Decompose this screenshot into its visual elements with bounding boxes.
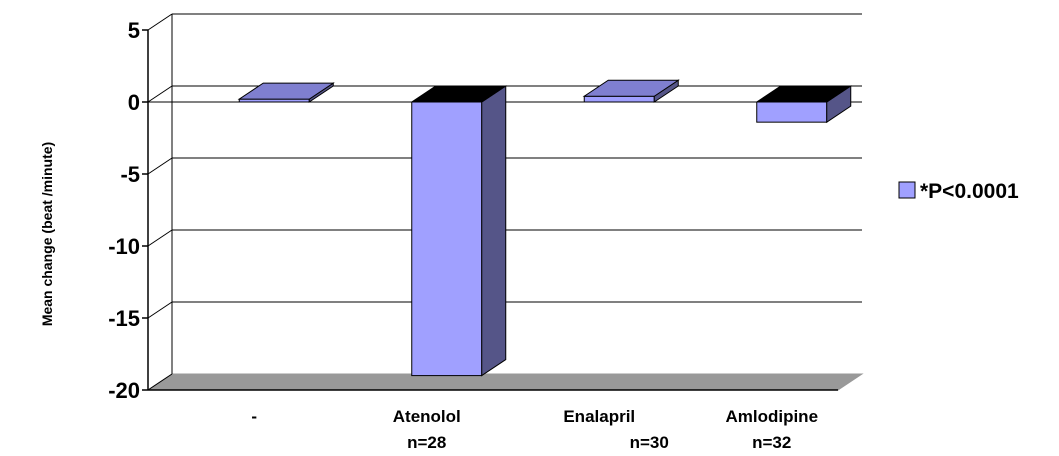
grid-diagonal-5 (147, 373, 173, 391)
legend-label: *P<0.0001 (920, 180, 1019, 203)
category-labels: - Atenolol n=28 Enalapril n=30 Amlodipine n=32 (251, 407, 818, 452)
legend: *P<0.0001 (898, 180, 1019, 203)
category-label-2: Enalapril (563, 407, 635, 426)
category-label-1: Atenolol (393, 407, 461, 426)
bar-side-1 (481, 85, 507, 377)
grid-diagonal-2 (147, 157, 173, 175)
grid-diagonal-1 (147, 85, 173, 103)
category-n-label-3: n=32 (752, 433, 791, 452)
category-label-3: Amlodipine (725, 407, 818, 426)
y-tick-label-3: -10 (108, 234, 140, 259)
bar-top-3 (755, 85, 853, 103)
bar-top-1 (410, 85, 508, 103)
bar-1 (411, 101, 483, 377)
y-tick-labels: 5 0 -5 -10 -15 -20 (108, 18, 140, 403)
floor (146, 373, 864, 391)
bar-2 (583, 95, 655, 103)
bar-top-0 (237, 82, 335, 100)
bars (237, 79, 853, 377)
y-axis-label: Mean change (beat /minute) (39, 142, 55, 326)
grid-diagonal-0 (147, 13, 173, 31)
bar-3 (756, 101, 828, 123)
category-n-label-2: n=30 (630, 433, 669, 452)
y-tick-label-1: 0 (128, 90, 140, 115)
y-tick-label-0: 5 (128, 18, 140, 43)
bar-top-2 (582, 79, 680, 97)
category-label-0: - (251, 407, 257, 426)
legend-swatch (898, 181, 916, 199)
grid-diagonal-3 (147, 229, 173, 247)
y-tick-label-4: -15 (108, 306, 140, 331)
axes (142, 29, 838, 391)
category-n-label-1: n=28 (407, 433, 446, 452)
grid-diagonal-4 (147, 301, 173, 319)
gridlines (146, 13, 864, 391)
y-tick-label-2: -5 (120, 162, 140, 187)
y-tick-label-5: -20 (108, 378, 140, 403)
